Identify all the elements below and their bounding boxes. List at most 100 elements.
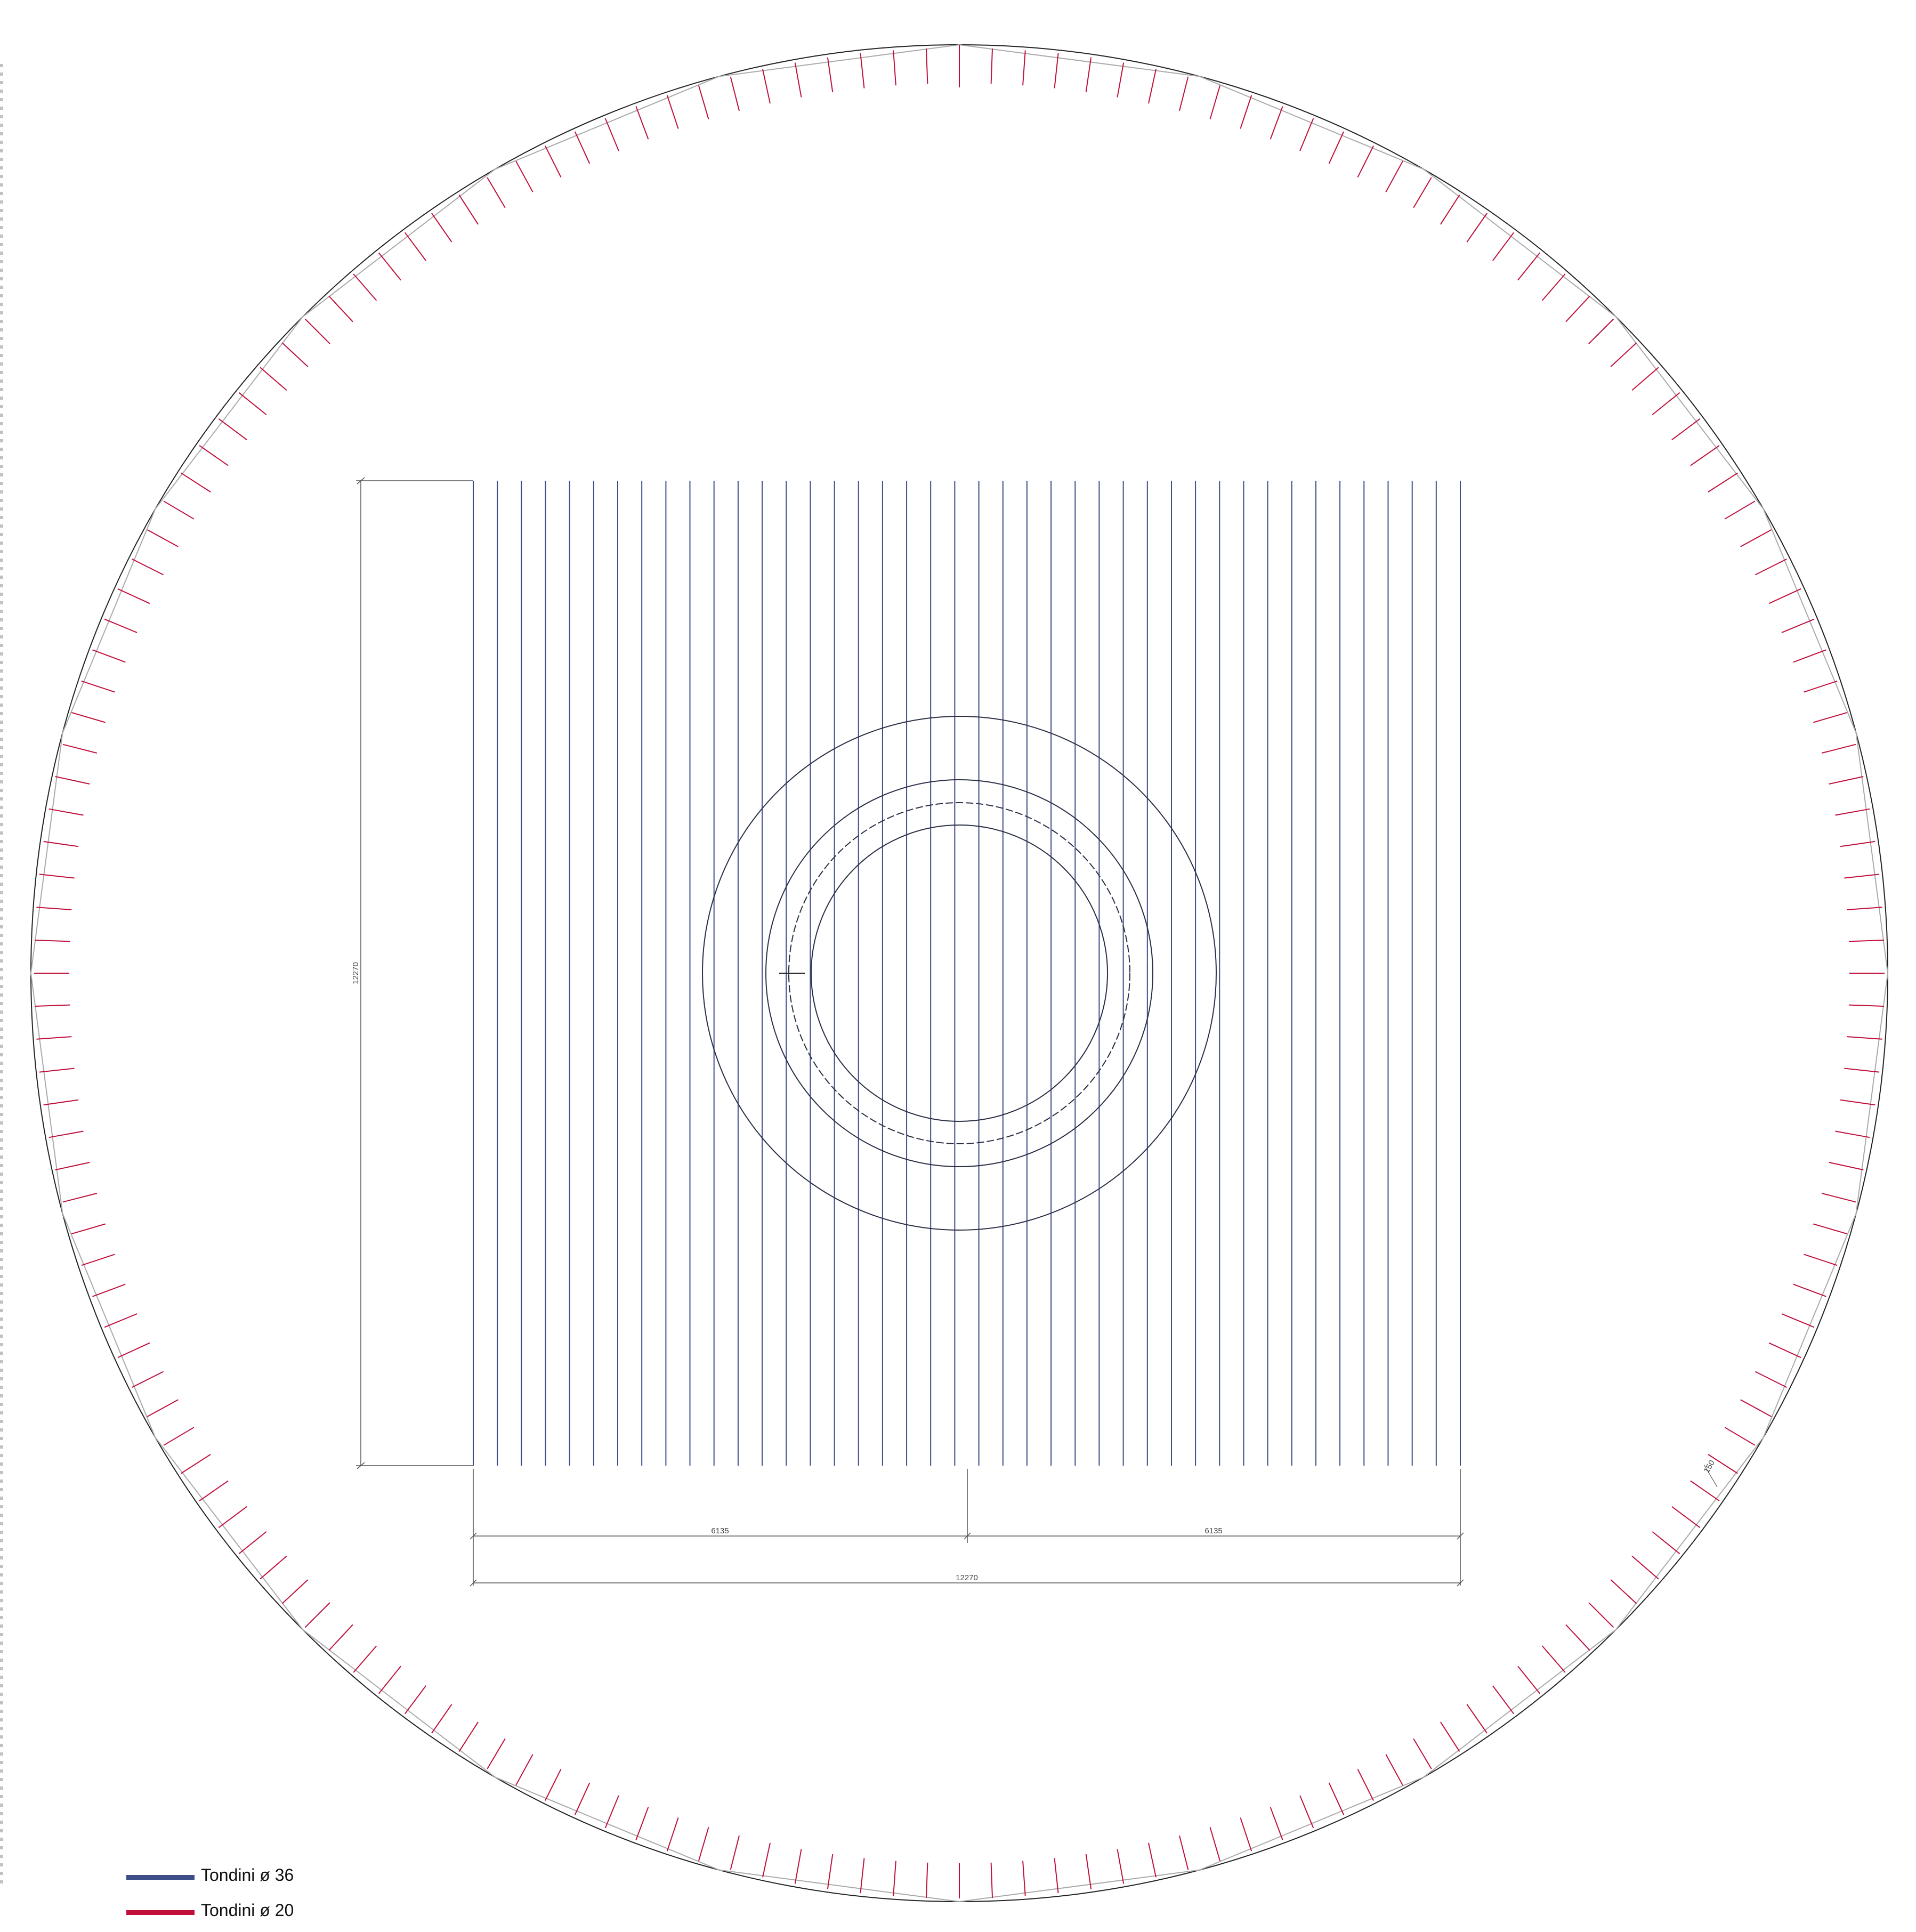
radial-bar (794, 1849, 802, 1884)
radial-bar (218, 418, 247, 441)
radial-bar (1671, 418, 1701, 441)
radial-bar (1755, 559, 1787, 576)
radial-bar (163, 500, 195, 520)
radial-bar (1631, 367, 1659, 391)
radial-bar (893, 50, 896, 86)
radial-bar (458, 195, 479, 225)
radial-bar (431, 213, 452, 242)
radial-bar (1022, 1861, 1026, 1896)
radial-bar (762, 1842, 771, 1878)
radial-bar (1413, 177, 1432, 208)
radial-bar (860, 53, 865, 88)
radial-bar (1209, 1827, 1221, 1861)
radial-bar (1781, 618, 1815, 633)
center-ring-3 (788, 802, 1130, 1144)
radial-bar (1829, 1162, 1864, 1170)
left-half-width-label: 6135 (711, 1526, 729, 1535)
radial-bar (62, 743, 98, 754)
radial-bar (62, 1193, 98, 1203)
inner-polygon-outline (30, 44, 1889, 1903)
center-crosshair (779, 967, 805, 980)
sheet-edge-marks (0, 64, 3, 1887)
radial-bar (1804, 680, 1838, 693)
radial-bar (926, 48, 928, 84)
radial-bar (1209, 85, 1221, 119)
radial-bar (1781, 1313, 1815, 1328)
radial-bar (1022, 50, 1026, 86)
radial-bar (604, 1795, 619, 1829)
legend-item-bar-20: Tondini ø 20 (126, 1896, 297, 1928)
radial-bar (43, 840, 79, 847)
radial-bar (1517, 252, 1541, 281)
radial-bar (1724, 1427, 1756, 1446)
radial-bar (1385, 160, 1403, 192)
radial-bar (404, 232, 427, 261)
radial-bar (1813, 712, 1847, 723)
radial-bar (1179, 76, 1189, 111)
radial-bar (132, 1371, 164, 1388)
spacing-dimension (1703, 1464, 1718, 1488)
radial-bar (1835, 808, 1870, 816)
radial-bar (635, 1807, 649, 1840)
radial-bar (1492, 1685, 1515, 1715)
radial-bar (1588, 318, 1614, 344)
radial-bar (147, 529, 179, 547)
radial-bar (1740, 529, 1772, 547)
radial-bar (199, 445, 229, 466)
radial-bar (1793, 649, 1826, 663)
radial-bar (36, 907, 72, 910)
radial-bar (1844, 1068, 1880, 1073)
radial-bar (431, 1704, 452, 1734)
radial-bar (1844, 874, 1880, 879)
radial-bar (698, 1827, 709, 1861)
radial-bar (1054, 53, 1059, 88)
radial-bar (1847, 1036, 1882, 1040)
radial-bar (926, 1862, 928, 1898)
radial-bar (1565, 1624, 1590, 1651)
radial-bars-group (34, 45, 1885, 1898)
radial-bar (1755, 1371, 1787, 1388)
radial-bar (81, 680, 115, 693)
radial-bar (1299, 118, 1314, 151)
radial-bar (1631, 1555, 1659, 1580)
radial-bar (404, 1685, 427, 1715)
radial-bar (328, 295, 353, 322)
radial-bar (1270, 106, 1283, 140)
radial-bar (35, 940, 70, 942)
radial-bar (1708, 1454, 1738, 1474)
radial-bar (1848, 1004, 1884, 1007)
radial-bar (1299, 1795, 1314, 1829)
radial-bar (730, 76, 740, 111)
radial-bar (1117, 1849, 1125, 1884)
radial-bar (304, 1602, 330, 1628)
radial-bar (1768, 588, 1801, 604)
height-dimension (356, 477, 473, 1469)
center-ring-2 (765, 779, 1153, 1167)
radial-bar (545, 145, 562, 178)
radial-bar (92, 1283, 126, 1297)
radial-bar (39, 874, 75, 879)
radial-bar (860, 1858, 865, 1894)
radial-bar (1357, 1768, 1374, 1801)
radial-bar (1847, 907, 1882, 910)
height-dimension-label: 12270 (351, 962, 360, 984)
radial-bar (304, 318, 330, 344)
radial-bar (893, 1861, 896, 1896)
radial-bar (1466, 1704, 1487, 1734)
radial-bar (1440, 195, 1460, 225)
radial-bar (1179, 1835, 1189, 1870)
radial-bar (1724, 500, 1756, 520)
radial-bar (48, 808, 84, 816)
radial-bar (1835, 1130, 1870, 1138)
radial-bar (1588, 1602, 1614, 1628)
radial-bar (353, 273, 377, 301)
legend-swatch-bar-36 (126, 1875, 195, 1880)
total-width-label: 12270 (956, 1573, 978, 1582)
radial-bar (990, 48, 993, 84)
radial-bar (199, 1480, 229, 1501)
spacing-label: 150 (1702, 1459, 1717, 1475)
radial-bar (1085, 1854, 1092, 1889)
radial-bar (181, 1454, 211, 1474)
radial-bar (827, 57, 834, 93)
radial-bar (794, 62, 802, 98)
